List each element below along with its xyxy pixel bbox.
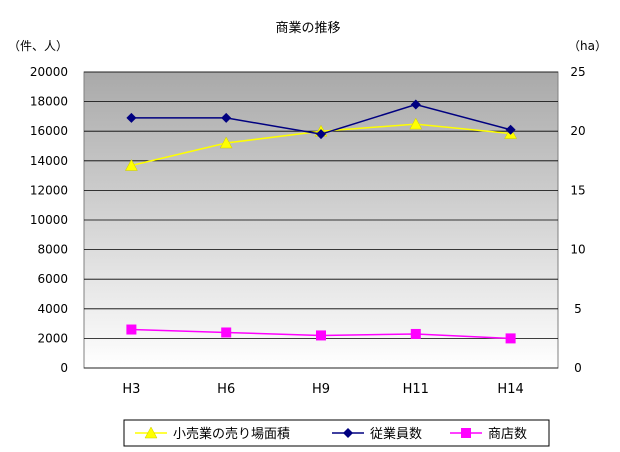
data-point (219, 136, 233, 149)
legend-marker (343, 428, 353, 438)
x-axis-ticks: H3 H6 H9 H11 H14 (122, 382, 523, 397)
right-tick-label: 10 (570, 243, 585, 257)
legend-items: 小売業の売り場面積 従業員数 商店数 (135, 426, 527, 442)
right-tick-label: 15 (570, 183, 585, 197)
left-tick-label: 12000 (30, 183, 68, 197)
right-axis-unit: （ha） (568, 39, 607, 53)
data-point (126, 324, 137, 335)
legend-item: 小売業の売り場面積 (135, 426, 290, 442)
x-tick-label: H14 (497, 382, 523, 397)
data-point (505, 333, 516, 344)
left-tick-label: 14000 (30, 154, 68, 168)
right-tick-label: 5 (574, 302, 582, 316)
data-point (126, 112, 137, 123)
data-point (221, 327, 232, 338)
data-point (221, 112, 232, 123)
legend-label: 従業員数 (370, 426, 422, 442)
left-tick-label: 16000 (30, 124, 68, 138)
legend-marker (144, 426, 158, 439)
left-tick-label: 10000 (30, 213, 68, 227)
left-tick-label: 20000 (30, 65, 68, 79)
left-axis-ticks: 0 2000 4000 6000 8000 10000 12000 14000 16000 180… (30, 65, 68, 375)
chart-title: 商業の推移 (275, 20, 340, 36)
legend-item: 商店数 (450, 427, 527, 442)
data-point (124, 159, 138, 171)
left-axis-unit: （件、人） (8, 39, 68, 53)
data-point (316, 330, 326, 341)
legend-label: 小売業の売り場面積 (173, 426, 290, 442)
x-tick-label: H3 (122, 382, 140, 397)
legend-item: 従業員数 (332, 426, 422, 442)
x-tick-label: H6 (217, 382, 235, 397)
left-tick-label: 18000 (30, 95, 68, 109)
left-tick-label: 0 (60, 361, 68, 375)
data-point (409, 117, 423, 130)
data-point (410, 99, 421, 110)
left-tick-label: 2000 (37, 331, 68, 345)
x-tick-label: H9 (312, 382, 330, 397)
series-2 (126, 99, 516, 140)
left-tick-label: 4000 (37, 302, 68, 316)
right-axis-ticks: 0 5 10 15 20 25 (570, 65, 585, 375)
x-tick-label: H11 (403, 382, 429, 397)
legend-marker (461, 428, 471, 438)
right-tick-label: 20 (570, 124, 585, 138)
data-point (410, 328, 421, 339)
series-group (124, 99, 518, 344)
data-point (505, 124, 516, 135)
data-point (316, 129, 326, 140)
left-tick-label: 8000 (37, 243, 68, 257)
legend-label: 商店数 (488, 427, 527, 442)
series-3 (126, 324, 516, 344)
right-tick-label: 0 (574, 361, 582, 375)
left-tick-label: 6000 (37, 272, 68, 286)
right-tick-label: 25 (570, 65, 585, 79)
